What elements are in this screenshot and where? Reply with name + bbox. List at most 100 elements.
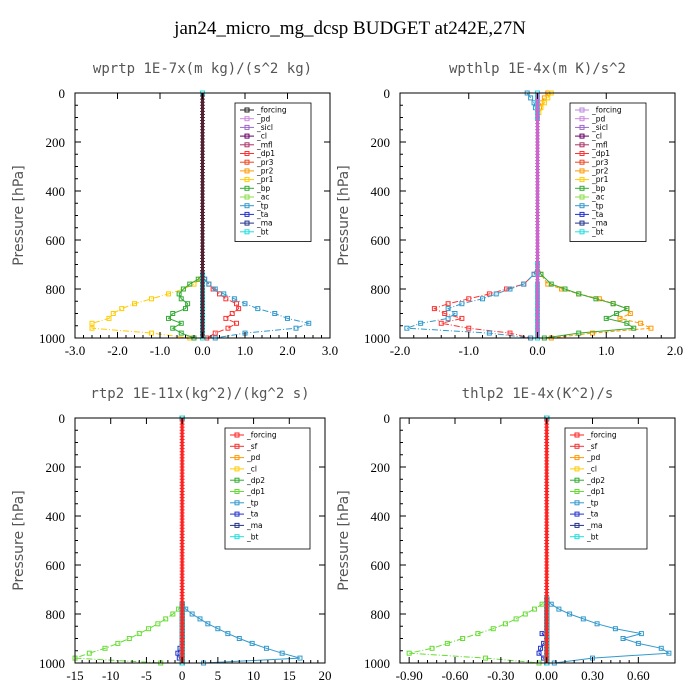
data-point	[136, 631, 142, 637]
legend-entry: _dp1	[256, 149, 275, 158]
legend-entry: _tp	[591, 201, 604, 210]
data-point	[418, 320, 424, 326]
legend-marker	[579, 159, 585, 165]
data-point	[225, 325, 231, 331]
y-axis-label: Pressure [hPa]	[11, 165, 27, 265]
legend-entry: _cl	[246, 465, 257, 474]
legend: _forcing _sf _pd _cl _dp2 _dp1 _tp _ta _ma _bt	[224, 427, 311, 550]
series-tp	[404, 90, 540, 341]
x-tick-label: -0.90	[396, 668, 423, 683]
legend-marker	[244, 203, 250, 209]
legend-marker	[579, 107, 585, 113]
data-point	[170, 325, 176, 331]
data-point	[132, 301, 137, 307]
data-point	[480, 296, 485, 302]
data-point	[197, 616, 203, 622]
y-tick-label: 200	[46, 135, 66, 150]
legend-marker	[574, 466, 580, 472]
data-point	[297, 655, 303, 661]
data-point	[459, 301, 465, 307]
x-tick-label: 15	[283, 668, 296, 683]
legend-marker	[574, 489, 580, 494]
x-tick-label: 0.0	[194, 343, 210, 358]
data-point	[429, 645, 435, 651]
legend-entry: _pd	[256, 114, 271, 123]
series-line	[546, 418, 671, 664]
y-tick-label: 800	[46, 607, 66, 622]
x-tick-label: 2.0	[667, 343, 683, 358]
legend-entry: _ma	[246, 521, 263, 530]
panel-title: wprtp 1E-7x(m kg)/(s^2 kg)	[93, 61, 312, 77]
x-tick-label: -1.0	[150, 343, 171, 358]
y-tick-label: 800	[371, 607, 391, 622]
data-point	[293, 325, 299, 331]
x-tick-label: 1.0	[237, 343, 253, 358]
legend-entry: _forcing	[256, 106, 287, 115]
y-tick-label: 600	[371, 558, 391, 573]
legend-entry: _bp	[591, 184, 606, 193]
legend-marker	[574, 443, 580, 449]
data-point	[89, 325, 95, 331]
legend-entry: _pr2	[591, 167, 609, 176]
x-tick-label: 0.00	[535, 668, 558, 683]
data-point	[538, 645, 544, 651]
data-point	[176, 291, 182, 297]
legend-marker	[244, 116, 250, 122]
y-axis-label: Pressure [hPa]	[11, 490, 27, 590]
data-point	[236, 306, 242, 312]
legend-marker	[574, 500, 580, 506]
legend-marker	[579, 220, 585, 226]
data-point	[614, 311, 620, 316]
legend-marker	[234, 432, 240, 438]
legend-marker	[234, 443, 240, 449]
data-point	[306, 320, 312, 326]
data-point	[638, 631, 644, 637]
legend-marker	[579, 116, 585, 122]
legend-entry: _tp	[256, 201, 269, 210]
data-point	[272, 311, 278, 316]
data-point	[279, 650, 285, 656]
panel-title: wpthlp 1E-4x(m K)/s^2	[449, 61, 626, 77]
data-point	[178, 330, 184, 336]
data-point	[638, 320, 644, 326]
legend-marker	[234, 477, 240, 483]
y-tick-label: 800	[46, 282, 66, 297]
data-point	[539, 601, 545, 607]
data-point	[249, 640, 255, 646]
data-point	[658, 645, 664, 651]
data-point	[212, 286, 218, 292]
data-point	[223, 296, 229, 302]
y-tick-label: 200	[371, 135, 391, 150]
legend: _forcing _sf _pd _cl _dp2 _dp1 _tp _ta _ma _bt	[564, 427, 648, 550]
legend-marker	[579, 194, 585, 200]
legend-marker	[579, 185, 585, 191]
data-point	[119, 306, 125, 312]
legend-entry: _forcing	[246, 431, 277, 440]
legend-marker	[234, 534, 240, 540]
legend-entry: _pd	[586, 453, 601, 462]
data-point	[486, 330, 492, 336]
figure-title: jan24_micro_mg_dcsp BUDGET at242E,27N	[174, 18, 526, 39]
y-tick-label: 200	[371, 460, 391, 475]
zero-profile	[200, 92, 205, 339]
series-pr1	[89, 90, 205, 341]
x-tick-label: 0.30	[581, 668, 604, 683]
legend-marker	[234, 511, 240, 517]
panel-2: wpthlp 1E-4x(m K)/s^2 Pressure [hPa] -2.0 -…	[336, 61, 683, 358]
x-tick-label: -0.60	[441, 668, 468, 683]
data-point	[189, 611, 195, 617]
data-point	[666, 650, 672, 656]
data-point	[444, 640, 450, 646]
data-point	[89, 320, 95, 326]
y-tick-label: 600	[46, 558, 66, 573]
legend-marker	[244, 107, 250, 113]
data-point	[580, 616, 586, 622]
legend-entry: _pr1	[256, 175, 274, 184]
legend-entry: _bt	[586, 532, 599, 541]
data-point	[483, 655, 489, 661]
y-tick-label: 0	[59, 86, 66, 101]
data-point	[206, 281, 212, 287]
data-point	[431, 306, 437, 312]
series-dp1	[406, 415, 550, 666]
y-tick-label: 600	[371, 233, 391, 248]
